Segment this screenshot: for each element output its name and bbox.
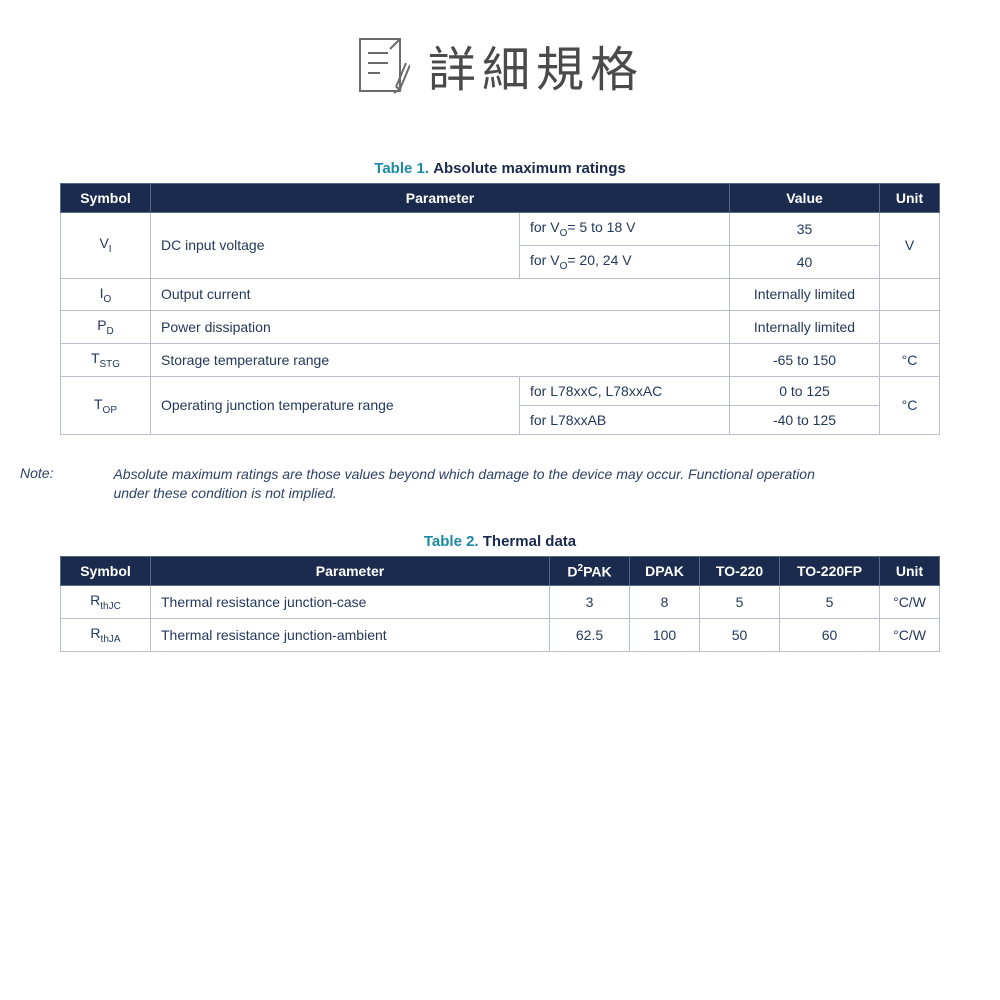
table2-col-to220fp: TO-220FP — [780, 556, 880, 586]
table2-caption-label: Table 2. — [424, 533, 479, 550]
cell-value: 5 — [700, 586, 780, 619]
table-row: VI DC input voltage for VO= 5 to 18 V 35… — [61, 213, 940, 246]
cell-value: Internally limited — [730, 311, 880, 344]
table-row: RthJC Thermal resistance junction-case 3… — [61, 586, 940, 619]
cell-unit: °C — [880, 344, 940, 377]
table2-col-dpak: DPAK — [630, 556, 700, 586]
cell-symbol: TOP — [61, 376, 151, 434]
cell-symbol: VI — [61, 213, 151, 279]
cell-value: 35 — [730, 213, 880, 246]
cell-parameter: Power dissipation — [151, 311, 730, 344]
cell-condition: for L78xxAB — [520, 405, 730, 434]
cell-symbol: PD — [61, 311, 151, 344]
table1-caption: Table 1. Absolute maximum ratings — [60, 160, 940, 177]
cell-value: 62.5 — [550, 619, 630, 652]
table2-col-symbol: Symbol — [61, 556, 151, 586]
cell-symbol: IO — [61, 278, 151, 311]
cell-parameter: Operating junction temperature range — [151, 376, 520, 434]
cell-unit: °C/W — [880, 619, 940, 652]
cell-condition: for L78xxC, L78xxAC — [520, 376, 730, 405]
cell-value: 50 — [700, 619, 780, 652]
cell-parameter: Output current — [151, 278, 730, 311]
table2-header-row: Symbol Parameter D2PAK DPAK TO-220 TO-22… — [61, 556, 940, 586]
table1-caption-label: Table 1. — [374, 160, 429, 177]
page-title: 詳細規格 — [428, 30, 644, 100]
table1-col-parameter: Parameter — [151, 184, 730, 213]
cell-symbol: RthJA — [61, 619, 151, 652]
table-absolute-maximum-ratings: Symbol Parameter Value Unit VI DC input … — [60, 183, 940, 435]
table-row: RthJA Thermal resistance junction-ambien… — [61, 619, 940, 652]
cell-parameter: Storage temperature range — [151, 344, 730, 377]
table-row: TOP Operating junction temperature range… — [61, 376, 940, 405]
table1-caption-title: Absolute maximum ratings — [433, 160, 626, 177]
cell-value: Internally limited — [730, 278, 880, 311]
table-thermal-data: Symbol Parameter D2PAK DPAK TO-220 TO-22… — [60, 556, 940, 652]
document-icon — [356, 35, 410, 95]
cell-value: 40 — [730, 245, 880, 278]
table1-col-symbol: Symbol — [61, 184, 151, 213]
cell-value: 0 to 125 — [730, 376, 880, 405]
cell-value: 60 — [780, 619, 880, 652]
table2-col-unit: Unit — [880, 556, 940, 586]
note-label: Note: — [20, 465, 53, 503]
table2-caption-title: Thermal data — [483, 533, 576, 550]
cell-unit: V — [880, 213, 940, 279]
cell-unit — [880, 311, 940, 344]
cell-symbol: TSTG — [61, 344, 151, 377]
table2-col-parameter: Parameter — [151, 556, 550, 586]
table2-col-to220: TO-220 — [700, 556, 780, 586]
pencil-icon — [394, 63, 410, 93]
table-row: TSTG Storage temperature range -65 to 15… — [61, 344, 940, 377]
table2-col-d2pak: D2PAK — [550, 556, 630, 586]
cell-condition: for VO= 20, 24 V — [520, 245, 730, 278]
note: Note: Absolute maximum ratings are those… — [20, 465, 940, 503]
cell-unit: °C/W — [880, 586, 940, 619]
page-header: 詳細規格 — [60, 30, 940, 100]
table-row: PD Power dissipation Internally limited — [61, 311, 940, 344]
cell-parameter: Thermal resistance junction-case — [151, 586, 550, 619]
table2-caption: Table 2. Thermal data — [60, 533, 940, 550]
note-text: Absolute maximum ratings are those value… — [113, 465, 833, 503]
table1-col-value: Value — [730, 184, 880, 213]
cell-value: -40 to 125 — [730, 405, 880, 434]
cell-parameter: DC input voltage — [151, 213, 520, 279]
cell-value: 100 — [630, 619, 700, 652]
cell-parameter: Thermal resistance junction-ambient — [151, 619, 550, 652]
cell-symbol: RthJC — [61, 586, 151, 619]
cell-condition: for VO= 5 to 18 V — [520, 213, 730, 246]
cell-value: -65 to 150 — [730, 344, 880, 377]
table-row: IO Output current Internally limited — [61, 278, 940, 311]
page: 詳細規格 Table 1. Absolute maximum ratings S… — [0, 0, 1000, 652]
cell-value: 5 — [780, 586, 880, 619]
cell-unit — [880, 278, 940, 311]
cell-unit: °C — [880, 376, 940, 434]
cell-value: 3 — [550, 586, 630, 619]
cell-value: 8 — [630, 586, 700, 619]
table1-col-unit: Unit — [880, 184, 940, 213]
table1-header-row: Symbol Parameter Value Unit — [61, 184, 940, 213]
